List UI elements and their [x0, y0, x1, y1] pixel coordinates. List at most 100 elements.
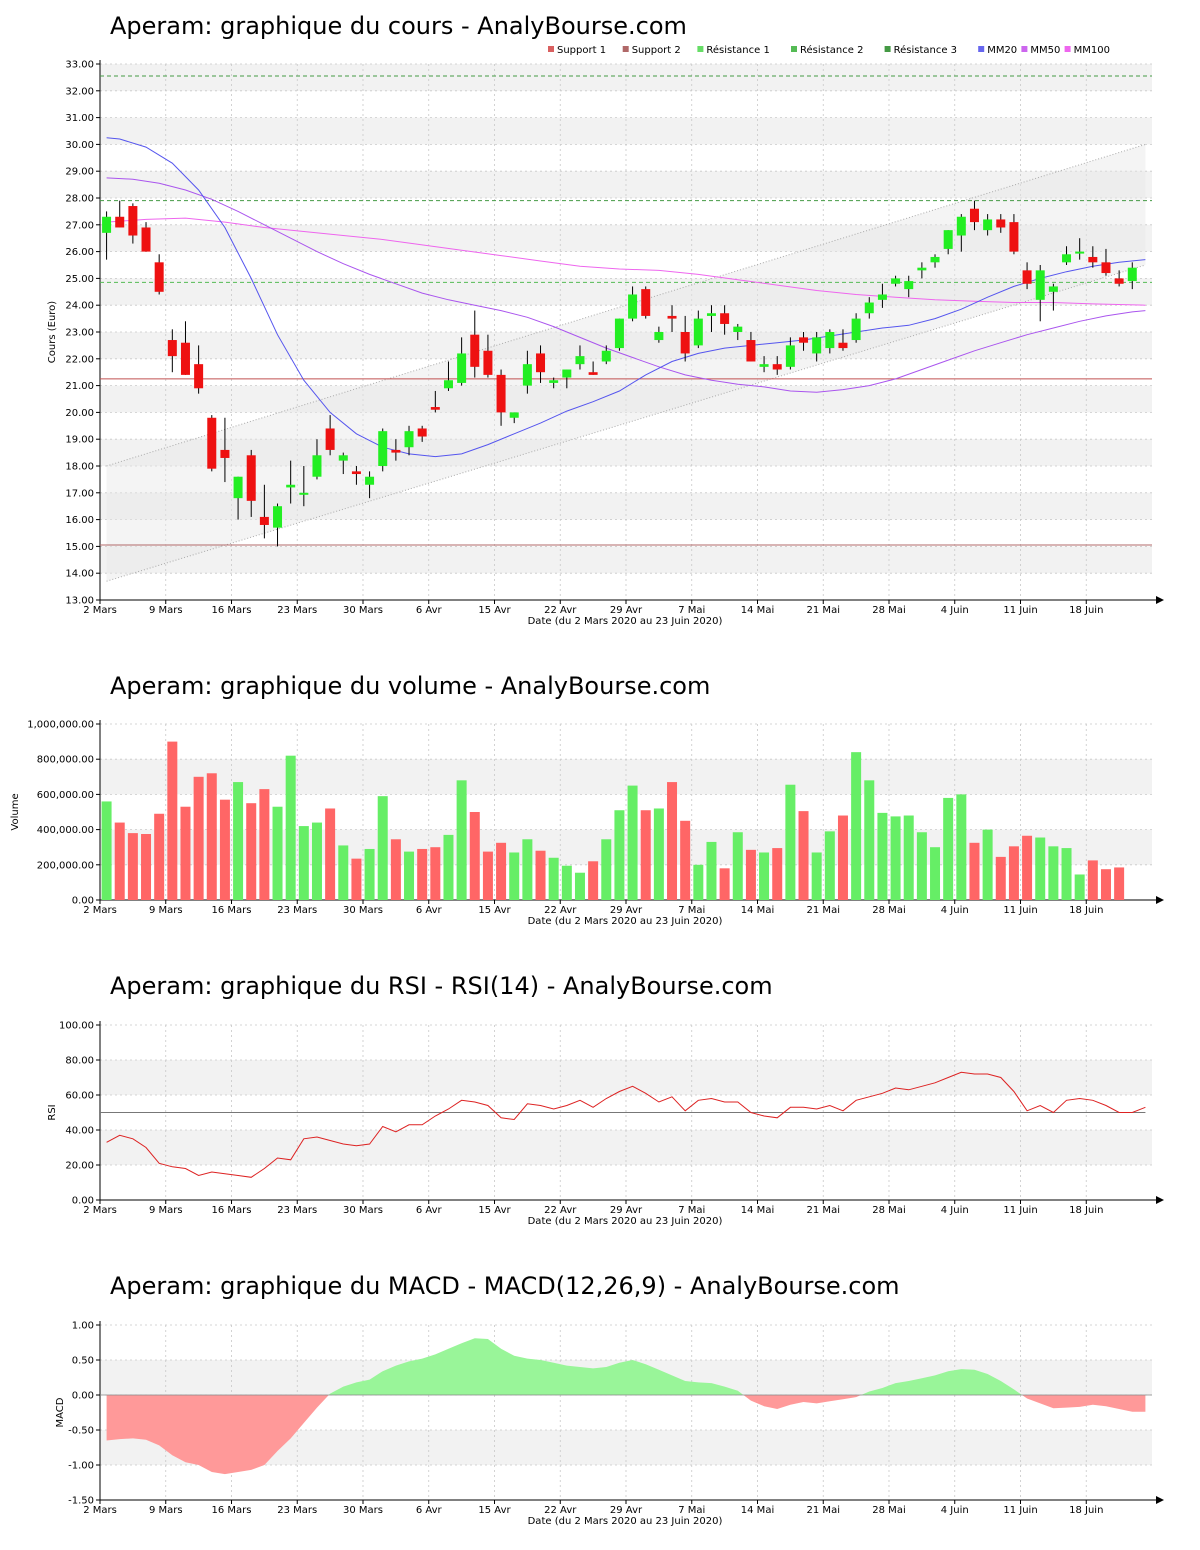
- x-tick-label: 21 Mai: [807, 905, 840, 916]
- trend-channel-top: [106, 143, 1146, 467]
- mm20-line: [106, 137, 1146, 458]
- candle-body: [338, 455, 348, 461]
- legend-swatch: [622, 46, 629, 52]
- x-tick-label: 23 Mars: [277, 905, 317, 916]
- candle-body: [391, 449, 401, 453]
- volume-bar: [311, 822, 322, 900]
- volume-bar: [1035, 837, 1046, 900]
- y-axis-label: RSI: [47, 1104, 58, 1120]
- x-axis-label: Date (du 2 Mars 2020 au 23 Juin 2020): [528, 916, 723, 927]
- x-tick-label: 28 Mai: [872, 905, 905, 916]
- volume-bar: [417, 848, 428, 900]
- candle-body: [1062, 254, 1072, 263]
- candle-body: [365, 476, 375, 485]
- x-tick-label: 18 Juin: [1069, 1505, 1103, 1516]
- x-tick-label: 6 Avr: [416, 905, 443, 916]
- volume-bar: [127, 833, 138, 900]
- x-tick-label: 28 Mai: [872, 1505, 905, 1516]
- volume-bar: [1087, 860, 1098, 900]
- x-tick-label: 14 Mai: [741, 605, 774, 616]
- candle-body: [904, 281, 914, 290]
- y-tick-label: -0.50: [68, 1426, 94, 1437]
- candle-body: [799, 337, 809, 343]
- y-tick-label: -1.50: [68, 1496, 94, 1507]
- candle-body: [614, 318, 624, 349]
- x-tick-label: 14 Mai: [741, 905, 774, 916]
- volume-bar: [759, 852, 770, 900]
- candle-body: [969, 208, 979, 223]
- volume-bar: [364, 848, 375, 900]
- y-tick-label: 26.00: [65, 247, 94, 258]
- legend-label: MM20: [987, 45, 1017, 56]
- volume-bar: [206, 773, 217, 900]
- candle-body: [746, 340, 756, 362]
- legend-label: MM50: [1030, 45, 1060, 56]
- x-tick-label: 14 Mai: [741, 1505, 774, 1516]
- macd-negative-area: [743, 1395, 862, 1409]
- volume-bar: [943, 797, 954, 900]
- candle-body: [102, 216, 112, 233]
- candle-body: [601, 350, 611, 362]
- volume-bar: [824, 831, 835, 900]
- volume-bar: [496, 842, 507, 900]
- y-tick-label: 16.00: [65, 515, 94, 526]
- candle-body: [917, 267, 927, 271]
- legend-swatch: [1064, 46, 1071, 52]
- candle-body: [693, 318, 703, 346]
- volume-bar: [1061, 848, 1072, 900]
- candle-body: [667, 315, 677, 319]
- volume-bar: [548, 857, 559, 900]
- x-tick-label: 7 Mai: [678, 1205, 705, 1216]
- x-tick-label: 9 Mars: [149, 1205, 183, 1216]
- volume-bar: [351, 858, 362, 900]
- volume-bar: [1074, 874, 1085, 900]
- y-tick-label: 600,000.00: [37, 790, 94, 801]
- candle-body: [654, 332, 664, 341]
- volume-bar: [509, 852, 520, 900]
- x-tick-label: 16 Mars: [212, 605, 252, 616]
- y-tick-label: 0.00: [72, 1391, 94, 1402]
- y-tick-label: 17.00: [65, 488, 94, 499]
- volume-bar: [430, 847, 441, 900]
- candle-body: [891, 278, 901, 284]
- y-tick-label: 1,000,000.00: [27, 720, 94, 731]
- y-tick-label: 0.00: [72, 1196, 94, 1207]
- y-tick-label: 23.00: [65, 328, 94, 339]
- candle-body: [457, 353, 467, 383]
- volume-bar: [851, 752, 862, 900]
- volume-bar: [272, 806, 283, 900]
- y-tick-label: 20.00: [65, 1161, 94, 1172]
- volume-bar: [969, 842, 980, 900]
- candle-body: [536, 353, 546, 373]
- y-tick-label: 13.00: [65, 596, 94, 607]
- x-tick-label: 2 Mars: [83, 1505, 117, 1516]
- rsi-chart: 0.00 20.00 40.00 60.00 80.00 100.00 2 Mars 9 Ma…: [47, 1021, 1164, 1227]
- legend-label: MM100: [1074, 45, 1110, 56]
- volume-bar: [574, 872, 585, 900]
- volume-bar: [956, 794, 967, 900]
- macd-positive-area: [861, 1369, 1022, 1395]
- volume-bar: [627, 785, 638, 900]
- x-tick-label: 7 Mai: [678, 905, 705, 916]
- legend-label: Support 1: [557, 45, 606, 56]
- x-tick-label: 6 Avr: [416, 605, 443, 616]
- x-tick-label: 23 Mars: [277, 1505, 317, 1516]
- macd-chart: -1.50 -1.00 -0.50 0.00 0.50 1.00 2 Mars 9 Mars 1…: [55, 1321, 1164, 1527]
- volume-bar: [732, 832, 743, 900]
- y-tick-label: 21.00: [65, 381, 94, 392]
- volume-bar: [877, 812, 888, 900]
- candle-body: [680, 332, 690, 354]
- candle-body: [1009, 222, 1019, 252]
- candle-body: [772, 364, 782, 370]
- candle-body: [246, 455, 256, 501]
- volume-bar: [614, 810, 625, 900]
- x-tick-label: 4 Juin: [941, 905, 969, 916]
- y-tick-label: 22.00: [65, 354, 94, 365]
- candle-body: [404, 431, 414, 448]
- volume-bar: [233, 782, 244, 900]
- volume-bar: [377, 796, 388, 900]
- volume-bar: [785, 784, 796, 900]
- y-tick-label: 19.00: [65, 435, 94, 446]
- volume-bar: [522, 839, 533, 900]
- x-tick-label: 9 Mars: [149, 905, 183, 916]
